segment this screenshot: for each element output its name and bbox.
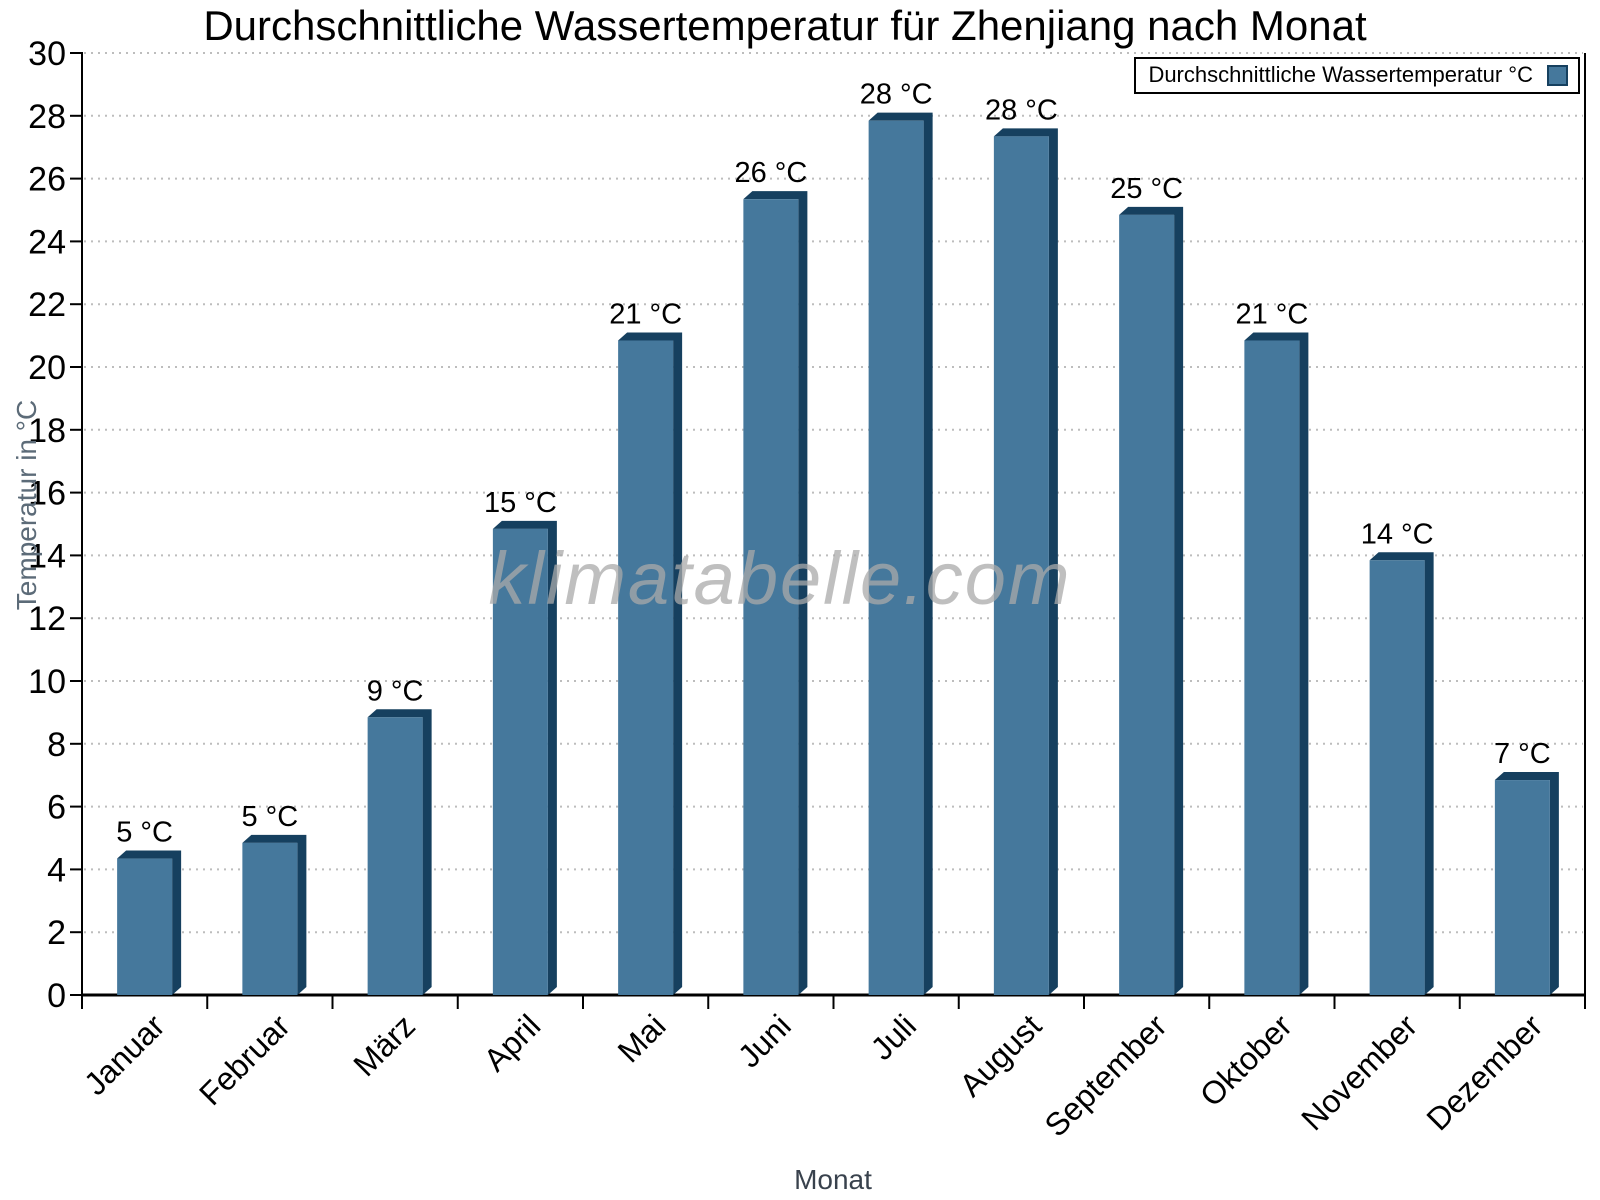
bar-shade-marz: [367, 709, 432, 995]
bar-november: [1369, 560, 1425, 995]
chart-title: Durchschnittliche Wassertemperatur für Z…: [203, 2, 1367, 49]
x-tick-label-november: November: [1294, 1007, 1424, 1137]
y-tick-label-30: 30: [28, 35, 66, 73]
bar-dezember: [1494, 780, 1550, 995]
bar-value-label-november: 14 °C: [1361, 518, 1434, 550]
bar-value-label-april: 15 °C: [484, 487, 557, 519]
bar-value-label-juni: 26 °C: [734, 157, 807, 189]
x-tick-label-mai: Mai: [611, 1007, 673, 1069]
bar-august: [993, 136, 1049, 996]
x-tick-label-september: September: [1037, 1007, 1173, 1143]
bar-shade-juli: [868, 112, 933, 995]
bar-januar: [117, 858, 173, 995]
bar-value-label-oktober: 21 °C: [1235, 298, 1308, 330]
y-axis-title: Temperatur in °C: [11, 399, 42, 611]
bar-marz: [367, 717, 423, 995]
bar-value-label-august: 28 °C: [985, 94, 1058, 126]
y-tick-label-26: 26: [28, 161, 66, 199]
x-tick-label-august: August: [952, 1007, 1048, 1103]
bar-mai: [618, 340, 674, 996]
legend-swatch-icon: [1547, 64, 1568, 86]
x-tick-label-januar: Januar: [77, 1007, 172, 1102]
bar-value-label-februar: 5 °C: [242, 801, 299, 833]
x-tick-label-februar: Februar: [192, 1007, 297, 1112]
x-tick-label-oktober: Oktober: [1193, 1007, 1299, 1113]
bar-shade-april: [492, 520, 557, 995]
y-tick-label-10: 10: [28, 663, 66, 701]
y-tick-label-28: 28: [28, 98, 66, 136]
x-tick-label-juni: Juni: [731, 1007, 798, 1074]
bar-shade-juni: [743, 191, 808, 995]
x-tick-label-marz: März: [346, 1007, 422, 1083]
bar-value-label-januar: 5 °C: [116, 817, 173, 849]
x-axis-title: Monat: [794, 1164, 872, 1195]
y-tick-label-14: 14: [28, 537, 66, 575]
bar-shade-dezember: [1494, 772, 1559, 995]
y-tick-label-4: 4: [47, 851, 66, 889]
y-tick-label-16: 16: [28, 475, 66, 513]
bar-juni: [743, 199, 799, 995]
y-tick-label-20: 20: [28, 349, 66, 387]
bar-shade-november: [1369, 552, 1434, 995]
bar-shade-februar: [242, 834, 307, 995]
x-tick-label-april: April: [477, 1007, 548, 1078]
bar-shade-mai: [618, 332, 683, 996]
bar-value-label-juli: 28 °C: [860, 79, 933, 111]
legend: Durchschnittliche Wassertemperatur °C: [1134, 57, 1580, 94]
y-tick-label-12: 12: [28, 600, 66, 638]
bar-value-label-marz: 9 °C: [367, 675, 424, 707]
y-tick-label-22: 22: [28, 286, 66, 324]
bar-september: [1119, 214, 1175, 996]
bar-juli: [868, 120, 924, 995]
y-tick-label-2: 2: [47, 914, 66, 952]
legend-label: Durchschnittliche Wassertemperatur °C: [1148, 62, 1533, 87]
bar-value-label-mai: 21 °C: [609, 298, 682, 330]
bar-shade-september: [1119, 206, 1184, 996]
bar-shade-oktober: [1244, 332, 1309, 996]
bar-oktober: [1244, 340, 1300, 996]
bar-april: [492, 528, 548, 995]
bar-value-label-september: 25 °C: [1110, 173, 1183, 205]
x-tick-label-dezember: Dezember: [1419, 1007, 1549, 1137]
y-tick-label-24: 24: [28, 223, 66, 261]
bar-shade-januar: [117, 850, 182, 995]
y-tick-label-0: 0: [47, 977, 66, 1015]
bar-value-label-dezember: 7 °C: [1494, 738, 1551, 770]
y-tick-label-6: 6: [47, 789, 66, 827]
bar-shade-august: [993, 128, 1058, 996]
y-tick-label-18: 18: [28, 412, 66, 450]
x-tick-label-juli: Juli: [864, 1007, 923, 1066]
y-tick-label-8: 8: [47, 726, 66, 764]
bar-februar: [242, 842, 298, 995]
